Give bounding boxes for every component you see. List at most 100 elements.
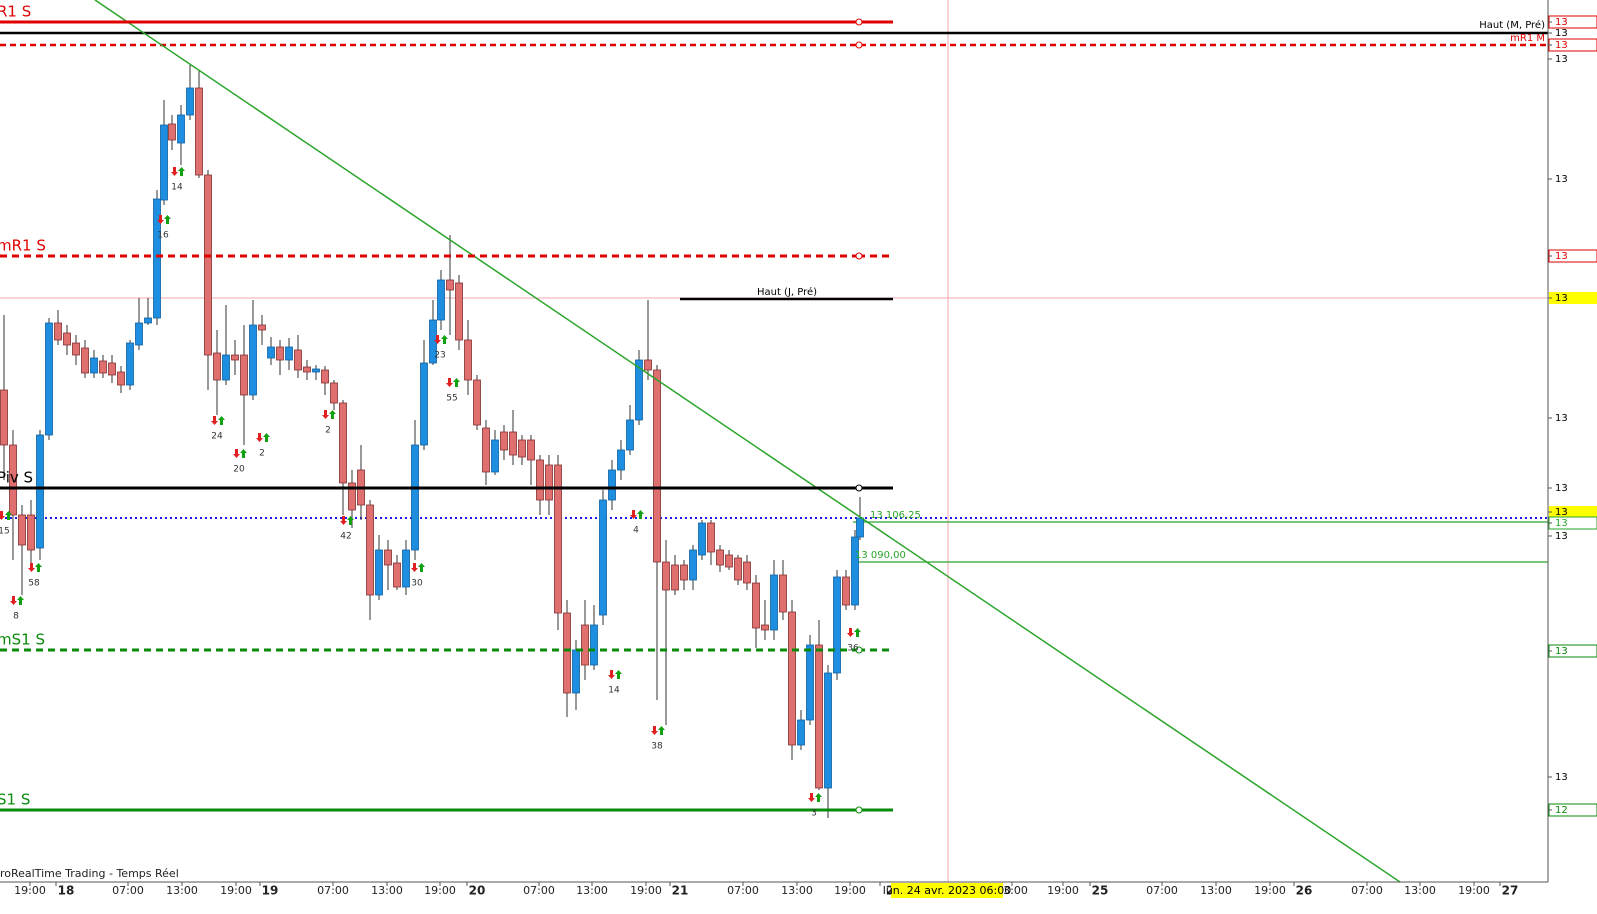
candle-body — [653, 369, 661, 563]
x-axis-label: 13:00 — [166, 884, 198, 897]
pivot-end-marker — [855, 252, 863, 260]
candle-body — [761, 624, 769, 631]
buy-arrow — [263, 433, 270, 442]
signal-count: 42 — [340, 532, 351, 542]
buy-arrow — [615, 670, 622, 679]
candle-body — [45, 322, 53, 436]
signal-count: 8 — [13, 612, 19, 622]
x-axis-label: 26 — [1296, 884, 1313, 898]
pivot-end-marker — [855, 18, 863, 26]
x-axis-label: 18 — [58, 884, 75, 898]
x-axis-label: 19:00 — [424, 884, 456, 897]
signal-count: 2 — [325, 426, 331, 436]
signal-count: 20 — [233, 465, 245, 475]
candle-body — [716, 549, 724, 566]
price-highlight — [1549, 292, 1597, 304]
marker — [855, 41, 863, 49]
signal-count: 58 — [28, 579, 40, 589]
candle-body — [9, 444, 17, 516]
pivot-label: mS1 S — [0, 631, 45, 649]
price-tag: 13 090,00 — [855, 550, 906, 561]
price-axis — [1548, 0, 1597, 882]
candle-body — [554, 464, 562, 614]
candle-body — [464, 339, 472, 381]
candle-body — [63, 332, 71, 346]
inline-label: Haut (J, Pré) — [757, 286, 817, 298]
y-axis-label: 13 — [1555, 518, 1568, 529]
x-axis-label: 13:00 — [1404, 884, 1436, 897]
sell-arrow — [256, 433, 263, 442]
x-axis-label: 07:00 — [727, 884, 759, 897]
candle-body — [680, 564, 688, 581]
pivot-label: R1 S — [0, 3, 31, 21]
candle-body — [195, 87, 203, 176]
pivot-end-marker — [855, 646, 863, 654]
signal-count: 14 — [171, 183, 183, 193]
cursor-time: lun. 24 avr. 2023 06:00 — [883, 884, 1011, 897]
sell-arrow — [651, 726, 658, 735]
candle-body — [437, 279, 445, 321]
y-axis-label: 13 — [1555, 54, 1568, 65]
x-axis-label: 07:00 — [1146, 884, 1178, 897]
candle-body — [420, 362, 428, 446]
candle-body — [135, 322, 143, 346]
candle-body — [851, 536, 859, 606]
candle-body — [608, 469, 616, 501]
candle-body — [54, 322, 62, 341]
x-axis-label: 07:00 — [317, 884, 349, 897]
x-axis-label: 19:00 — [220, 884, 252, 897]
candle-body — [536, 459, 544, 501]
y-axis-label: 13 — [1555, 646, 1568, 657]
x-axis-label: 19:00 — [1047, 884, 1079, 897]
sell-arrow — [808, 793, 815, 802]
candle-body — [752, 582, 760, 629]
buy-arrow — [218, 416, 225, 425]
signal-count: 4 — [633, 526, 639, 536]
buy-arrow — [240, 449, 247, 458]
candle-body — [144, 317, 152, 324]
candle-body — [312, 368, 320, 373]
candle-body — [249, 324, 257, 396]
candle-body — [824, 672, 832, 789]
buy-arrow — [418, 563, 425, 572]
candle-body — [204, 174, 212, 356]
candle-body — [375, 549, 383, 596]
candle-body — [797, 719, 805, 746]
candle-body — [294, 349, 302, 371]
signal-count: 38 — [651, 742, 663, 752]
x-axis-label: 07:00 — [1351, 884, 1383, 897]
sell-arrow — [10, 596, 17, 605]
candle-body — [662, 561, 670, 591]
y-axis-label: 13 — [1555, 174, 1568, 185]
candle-body — [698, 522, 706, 556]
price-highlight — [1549, 506, 1597, 518]
y-axis-label: 12 — [1555, 805, 1568, 816]
buy-arrow — [441, 335, 448, 344]
y-axis-label: 13 — [1555, 507, 1568, 518]
candle-body — [455, 282, 463, 341]
y-axis-label: 13 — [1555, 531, 1568, 542]
pivot-end-marker — [855, 484, 863, 492]
signal-count: 24 — [211, 432, 223, 442]
candle-body — [617, 449, 625, 471]
candle-body — [186, 87, 194, 116]
signal-count: 16 — [157, 231, 169, 241]
candle-body — [99, 360, 107, 374]
buy-arrow — [658, 726, 665, 735]
candle-body — [285, 346, 293, 361]
candle-body — [177, 114, 185, 144]
candle-body — [842, 576, 850, 606]
candle-body — [446, 279, 454, 291]
candle-body — [743, 561, 751, 584]
sell-arrow — [411, 563, 418, 572]
buy-arrow — [17, 596, 24, 605]
buy-arrow — [178, 167, 185, 176]
candle-body — [267, 346, 275, 359]
sell-arrow — [322, 410, 329, 419]
candle-body — [339, 402, 347, 484]
candle-body — [509, 431, 517, 456]
sell-arrow — [233, 449, 240, 458]
pivot-end-marker — [855, 806, 863, 814]
